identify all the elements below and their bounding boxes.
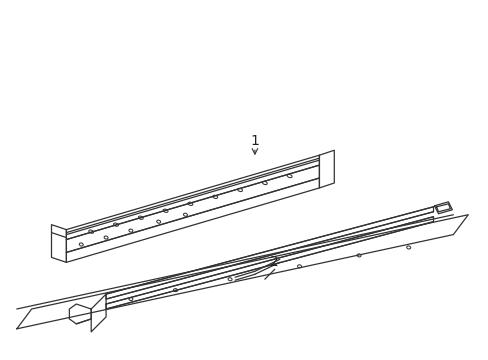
Text: 2: 2 — [270, 255, 279, 269]
Text: 1: 1 — [250, 134, 259, 148]
